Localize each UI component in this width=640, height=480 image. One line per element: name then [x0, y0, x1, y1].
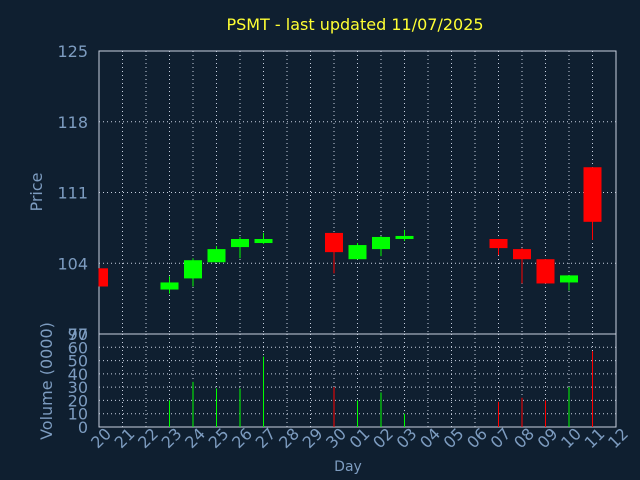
- candle: [583, 167, 602, 241]
- candle: [395, 229, 414, 242]
- candle: [98, 268, 108, 287]
- candle: [560, 275, 578, 291]
- volume-tick-label: 50: [68, 352, 88, 371]
- price-tick-label: 97: [68, 325, 88, 344]
- candle: [489, 238, 508, 256]
- price-panel: 97 104 111 118 125: [57, 42, 617, 344]
- candle-body: [560, 275, 578, 283]
- candle-body: [395, 235, 414, 239]
- volume-tick-label: 40: [68, 365, 88, 384]
- volume-axis-label: Volume (0000): [37, 322, 56, 440]
- price-tick-label: 118: [57, 113, 88, 132]
- candle-body: [536, 259, 555, 284]
- chart-title: PSMT - last updated 11/07/2025: [226, 15, 483, 34]
- candle-body: [325, 232, 343, 253]
- candle-body: [372, 236, 390, 250]
- candle: [536, 259, 555, 284]
- candle: [348, 243, 367, 260]
- candle-body: [231, 238, 249, 248]
- candle: [372, 235, 390, 257]
- candle: [160, 276, 179, 294]
- x-axis-label: Day: [334, 459, 362, 475]
- candle: [325, 232, 343, 274]
- price-tick-label: 111: [57, 184, 88, 203]
- volume-tick-label: 10: [68, 405, 88, 424]
- price-axis-label: Price: [27, 172, 46, 211]
- candle: [513, 248, 531, 284]
- candle: [184, 258, 202, 287]
- candle-body: [583, 167, 602, 222]
- volume-tick-label: 70: [68, 325, 88, 344]
- candle: [231, 236, 249, 259]
- x-tick-label: 12: [604, 424, 632, 452]
- volume-tick-label: 60: [68, 338, 88, 357]
- candle-body: [99, 268, 108, 287]
- price-tick-label: 125: [57, 42, 88, 61]
- volume-panel: 0102030405060702021222324252627282930010…: [68, 325, 632, 452]
- candle-body: [160, 282, 179, 290]
- price-tick-label: 104: [57, 254, 88, 273]
- candle-body: [513, 249, 531, 260]
- candle-body: [207, 249, 226, 263]
- candle-body: [348, 245, 367, 260]
- volume-tick-label: 20: [68, 391, 88, 410]
- volume-tick-label: 0: [78, 418, 88, 437]
- candle: [254, 232, 273, 245]
- volume-tick-label: 30: [68, 378, 88, 397]
- candle-body: [184, 260, 202, 279]
- candle-body: [254, 238, 273, 244]
- candle-body: [489, 238, 508, 249]
- candle: [207, 246, 226, 263]
